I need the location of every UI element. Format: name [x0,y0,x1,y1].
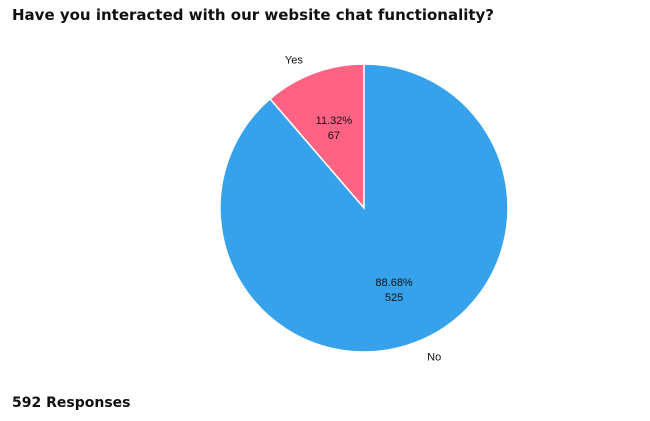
slice-percent-label-no: 88.68% [375,277,413,289]
pie-slice-no [219,63,509,353]
slice-category-label-yes: Yes [285,55,303,67]
response-count: 592 Responses [12,395,131,411]
question-title: Have you interacted with our website cha… [12,6,494,24]
pie-slice-yes [268,63,365,211]
slice-count-label-no: 525 [385,292,403,304]
slice-count-label-yes: 67 [328,130,340,142]
slice-percent-label-yes: 11.32% [316,115,353,127]
slice-category-label-no: No [427,351,441,363]
